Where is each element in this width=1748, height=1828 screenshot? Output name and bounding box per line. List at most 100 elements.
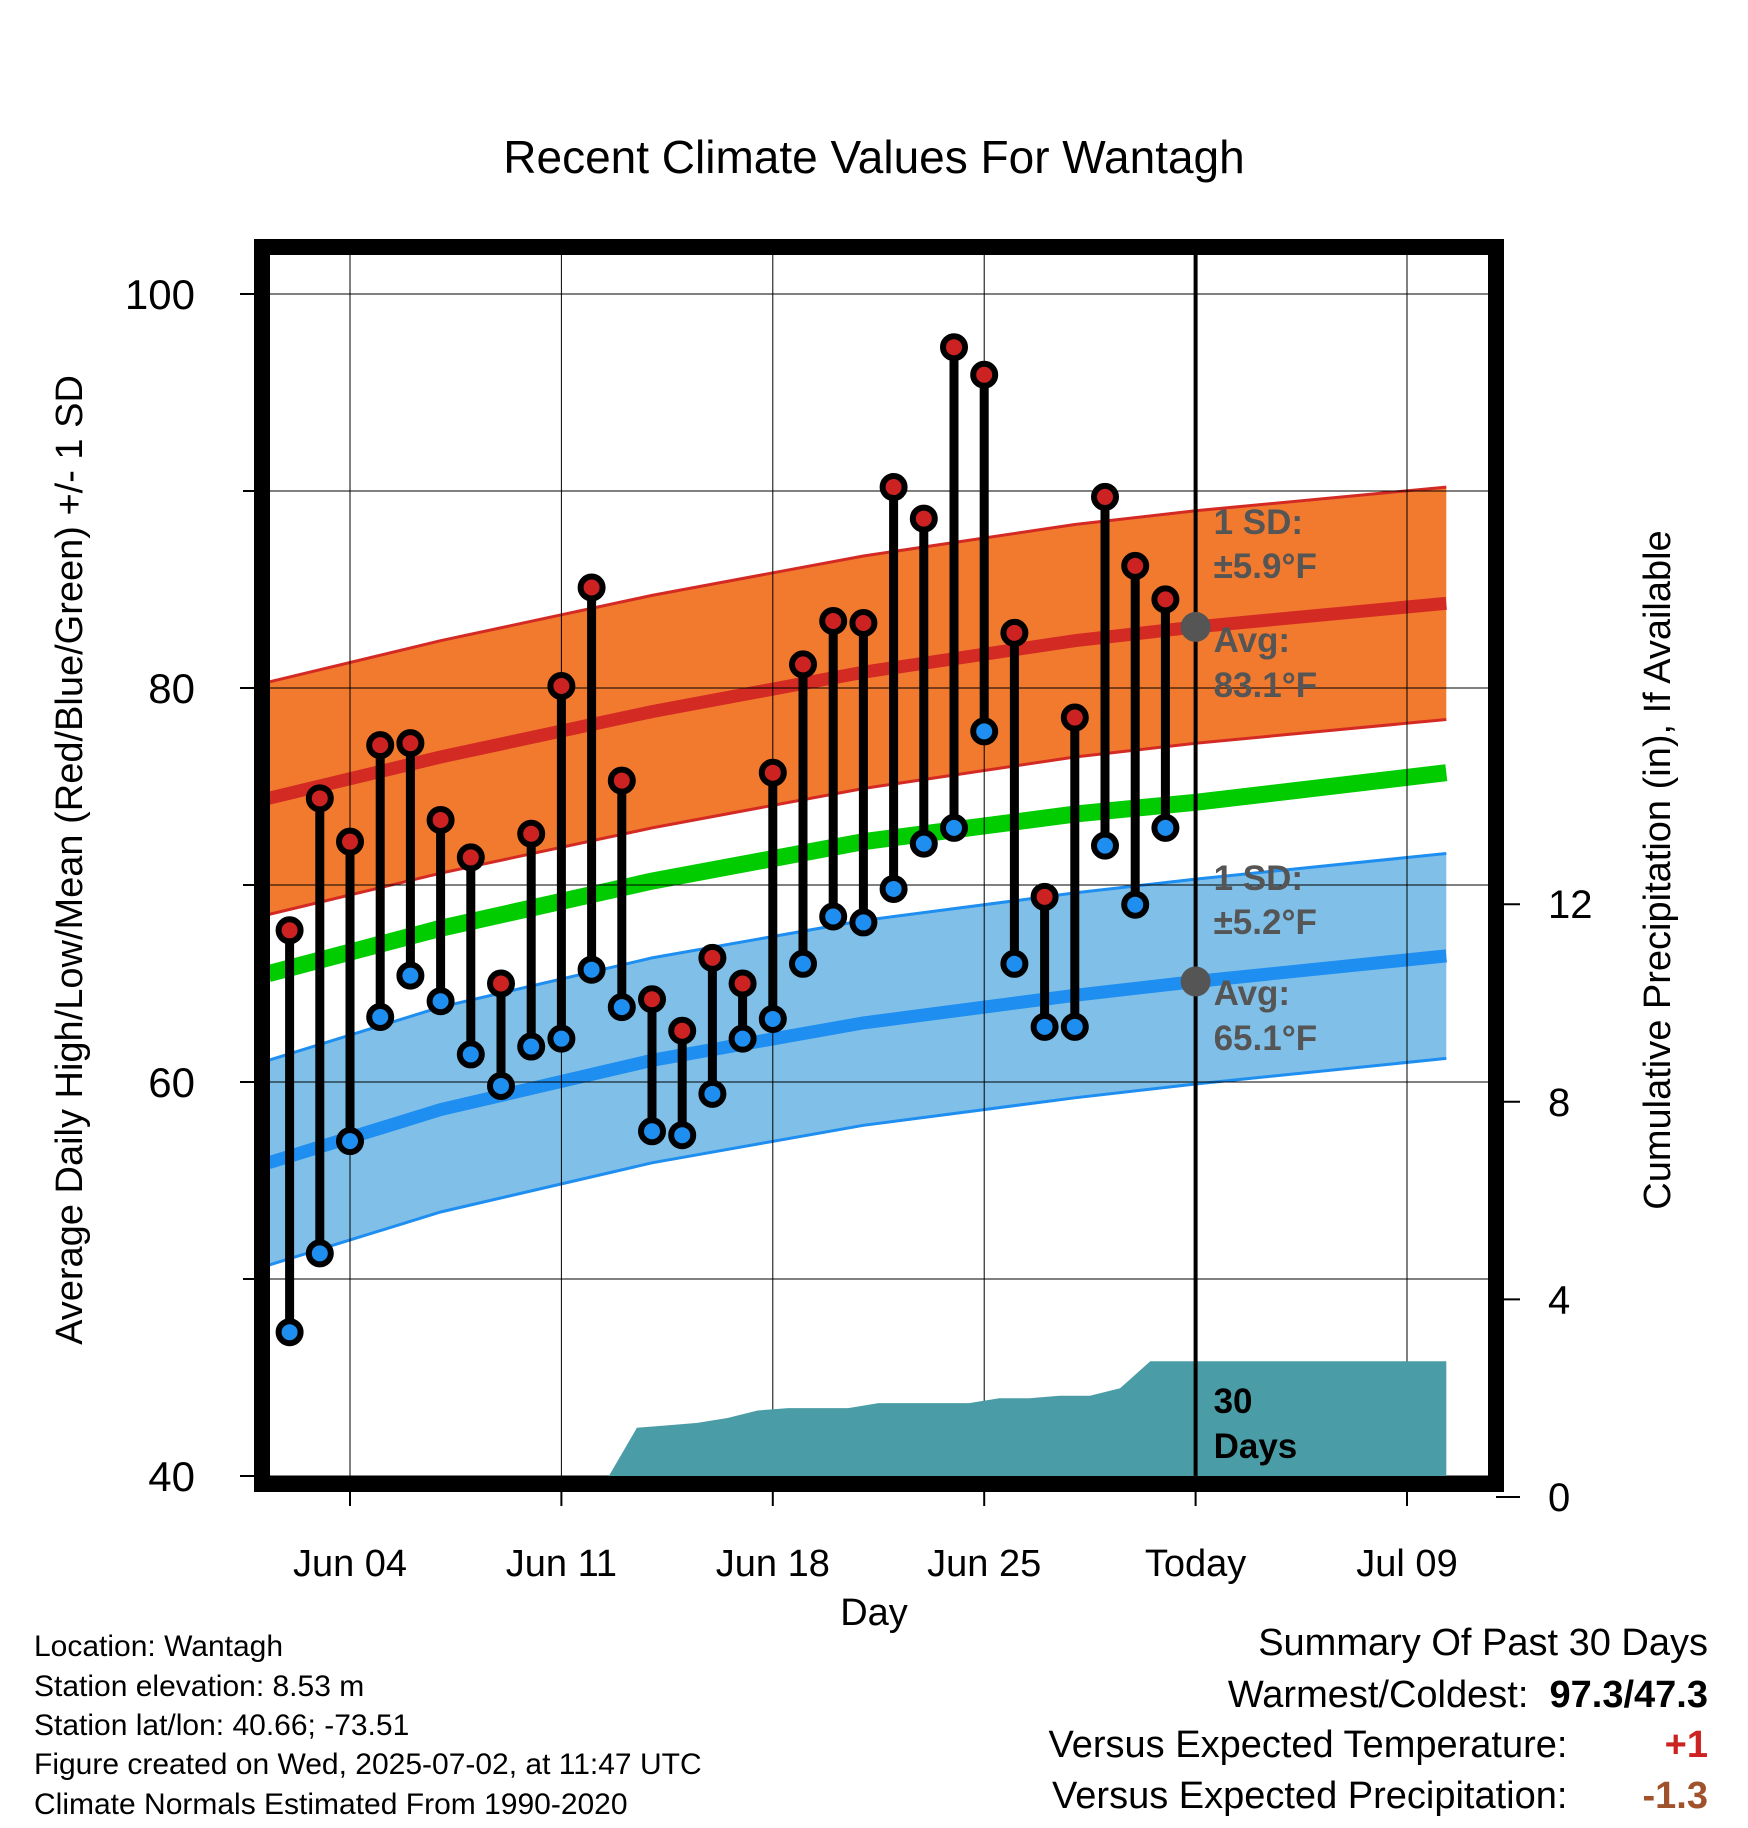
x-tick-label: Jun 04	[293, 1543, 407, 1585]
created-text: Figure created on Wed, 2025-07-02, at 11…	[34, 1748, 702, 1781]
low-avg-value: 65.1°F	[1214, 1019, 1318, 1058]
observed-low-point	[849, 908, 878, 937]
observed-high-point	[638, 985, 666, 1014]
observed-high-point	[970, 360, 999, 389]
observed-high-point	[275, 916, 304, 945]
temp-label: Versus Expected Temperature:	[1048, 1724, 1568, 1766]
observed-low-point	[426, 987, 455, 1016]
observed-low-point	[607, 993, 636, 1022]
observed-low-point	[789, 949, 817, 978]
observed-high-point	[607, 766, 636, 795]
low-avg-label: Avg:	[1214, 974, 1290, 1013]
x-tick-label: Today	[1145, 1543, 1246, 1585]
summary-precip: Versus Expected Precipitation: -1.3	[1052, 1775, 1708, 1818]
summary-warmest: Warmest/Coldest: 97.3/47.3	[1228, 1674, 1708, 1717]
axes: 40 60 80 100 0 4 8 12 Jun 04 Jun 11 Jun 18 Jun 25 To…	[125, 239, 1593, 1585]
high-sd-value: ±5.9°F	[1214, 547, 1317, 586]
observed-high-point	[909, 504, 938, 533]
y2-tick-label: 4	[1548, 1278, 1570, 1322]
y-tick-label: 60	[148, 1059, 195, 1106]
temp-value: +1	[1664, 1724, 1708, 1766]
precip-value: -1.3	[1642, 1775, 1708, 1817]
observed-low-point	[970, 717, 999, 746]
observed-low-point	[909, 829, 938, 858]
observed-high-point	[305, 784, 334, 813]
days-count-word: Days	[1214, 1427, 1298, 1466]
observed-low-point	[577, 955, 606, 984]
y-axis-label: Average Daily High/Low/Mean (Red/Blue/Gr…	[49, 375, 91, 1345]
high-avg-label: Avg:	[1214, 621, 1290, 660]
x-axis-label: Day	[840, 1592, 908, 1634]
observed-high-point	[1091, 482, 1119, 511]
observed-low-point	[366, 1002, 395, 1031]
observed-high-point	[940, 333, 968, 362]
today-high-avg-marker	[1180, 611, 1211, 642]
observed-low-point	[758, 1004, 787, 1033]
observed-high-point	[1151, 585, 1180, 614]
low-sd-value: ±5.2°F	[1214, 903, 1317, 942]
observed-high-point	[1030, 882, 1059, 911]
low-sd-label: 1 SD:	[1214, 859, 1303, 898]
observed-low-point	[668, 1121, 697, 1150]
observed-high-point	[577, 573, 606, 602]
observed-high-point	[396, 729, 425, 758]
y-tick-label: 80	[148, 665, 195, 712]
summary-temp: Versus Expected Temperature: +1	[1049, 1724, 1708, 1767]
observed-high-point	[336, 827, 364, 856]
observed-high-point	[487, 969, 515, 998]
x-tick-label: Jun 11	[506, 1543, 617, 1585]
low-sd-band	[268, 853, 1447, 1266]
y2-axis-label: Cumulative Precipitation (in), If Availa…	[1637, 530, 1679, 1209]
observed-high-point	[728, 969, 757, 998]
high-avg-value: 83.1°F	[1214, 666, 1318, 705]
plot-layer: 1 SD: ±5.9°F Avg: 83.1°F 1 SD: ±5.2°F Avg: 65.1…	[262, 247, 1496, 1484]
observed-low-point	[396, 961, 425, 990]
x-tick-label: Jul 09	[1356, 1543, 1457, 1585]
y2-tick-label: 12	[1548, 883, 1593, 927]
observed-low-point	[275, 1318, 304, 1347]
observed-low-point	[728, 1024, 757, 1053]
normals-text: Climate Normals Estimated From 1990-2020	[34, 1788, 628, 1821]
plot-area: 1 SD: ±5.9°F Avg: 83.1°F 1 SD: ±5.2°F Avg: 65.1…	[262, 247, 1496, 1484]
elevation-text: Station elevation: 8.53 m	[34, 1670, 365, 1703]
observed-low-point	[456, 1040, 485, 1069]
location-text: Location: Wantagh	[34, 1630, 284, 1663]
observed-low-point	[547, 1024, 576, 1053]
observed-high-point	[789, 650, 817, 679]
observed-high-point	[426, 805, 455, 834]
observed-high-point	[517, 819, 546, 848]
precip-label: Versus Expected Precipitation:	[1052, 1775, 1568, 1817]
observed-low-point	[638, 1117, 666, 1146]
observed-low-point	[819, 902, 848, 931]
observed-high-point	[1121, 551, 1150, 580]
warmest-value: 97.3/47.3	[1549, 1674, 1708, 1716]
observed-high-point	[1000, 618, 1029, 647]
observed-high-point	[1060, 703, 1089, 732]
observed-high-point	[366, 731, 395, 760]
observed-high-point	[456, 843, 485, 872]
warmest-label: Warmest/Coldest:	[1227, 1674, 1529, 1716]
today-low-avg-marker	[1180, 966, 1211, 997]
observed-high-point	[698, 943, 727, 972]
observed-low-point	[1121, 890, 1150, 919]
y-tick-label: 40	[148, 1453, 195, 1500]
observed-low-point	[305, 1239, 334, 1268]
latlon-text: Station lat/lon: 40.66; -73.51	[34, 1709, 410, 1742]
y2-tick-label: 8	[1548, 1081, 1570, 1125]
observed-low-point	[1151, 813, 1180, 842]
x-tick-label: Jun 18	[716, 1543, 830, 1585]
observed-low-point	[1060, 1012, 1089, 1041]
plot-frame	[254, 239, 1504, 1492]
observed-high-point	[879, 473, 908, 502]
observed-low-point	[1000, 949, 1029, 978]
y2-tick-label: 0	[1548, 1476, 1570, 1520]
observed-low-point	[940, 813, 968, 842]
days-count-number: 30	[1214, 1382, 1253, 1421]
summary-title: Summary Of Past 30 Days	[1258, 1622, 1708, 1664]
precip-area	[268, 1361, 1447, 1484]
y-tick-label: 100	[125, 271, 195, 318]
observed-low-point	[336, 1127, 364, 1156]
observed-high-point	[758, 758, 787, 787]
observed-low-point	[1091, 831, 1119, 860]
